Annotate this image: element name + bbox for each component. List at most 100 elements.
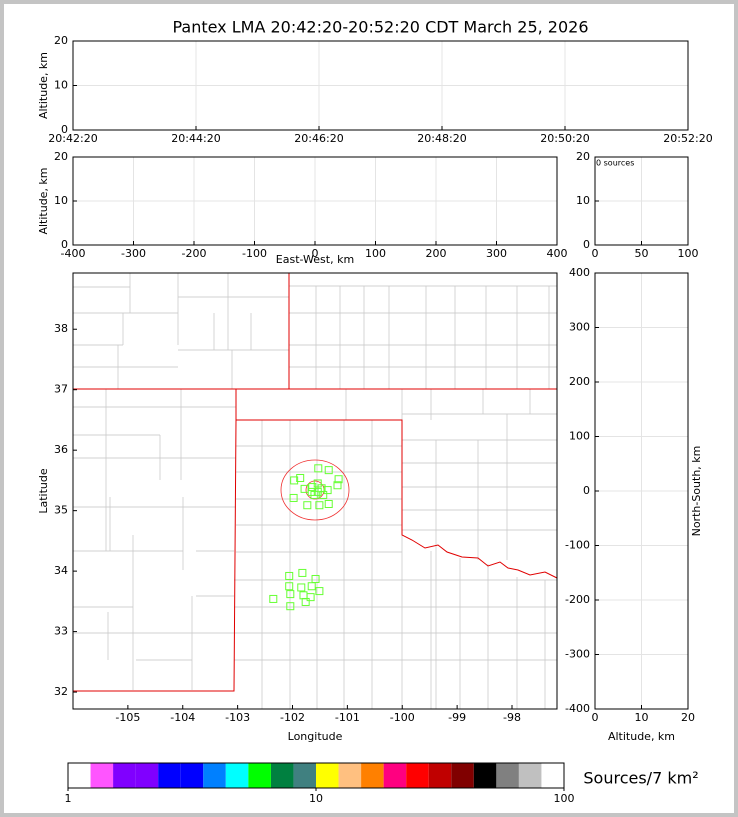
y-tick-label: -300 (565, 648, 590, 661)
y-tick-label: 20 (576, 150, 590, 163)
y-tick-label: 10 (54, 194, 68, 207)
color-box (338, 763, 362, 788)
y-tick-label: 10 (576, 194, 590, 207)
color-box (541, 763, 564, 788)
y-tick-label: 20 (54, 34, 68, 47)
source-point (301, 597, 310, 606)
x-tick-label: -101 (335, 711, 360, 724)
x-tick-label: 10 (635, 711, 649, 724)
source-point (307, 582, 316, 591)
color-box (180, 763, 204, 788)
plot-frame (72, 272, 558, 710)
source-point (296, 473, 305, 482)
y-tick-label: 0 (583, 238, 590, 251)
source-point (324, 466, 333, 475)
source-point (286, 590, 295, 599)
source-point (315, 587, 324, 596)
y-tick-label: 0 (583, 484, 590, 497)
color-box (451, 763, 474, 788)
color-box (270, 763, 294, 788)
source-point (334, 475, 343, 484)
x-tick-label: 100 (554, 792, 575, 805)
y-axis-label: North-South, km (690, 446, 703, 537)
source-point (310, 490, 319, 499)
x-tick-label: 100 (678, 247, 699, 260)
y-tick-label: 0 (61, 123, 68, 136)
y-tick-label: 32 (54, 685, 68, 698)
x-tick-label: 20:46:20 (294, 132, 343, 145)
y-axis-label: Altitude, km (37, 52, 50, 119)
x-tick-label: 200 (426, 247, 447, 260)
x-tick-label: 10 (309, 792, 323, 805)
source-point (290, 476, 299, 485)
y-tick-label: 10 (54, 79, 68, 92)
x-axis-label: Longitude (288, 730, 343, 743)
x-axis-label: Altitude, km (608, 730, 675, 743)
source-point (297, 583, 306, 592)
source-point (286, 602, 295, 611)
y-tick-label: 34 (54, 564, 68, 577)
y-tick-label: 35 (54, 504, 68, 517)
color-box (158, 763, 181, 788)
chart-title: Pantex LMA 20:42:20-20:52:20 CDT March 2… (172, 18, 588, 37)
source-point (319, 490, 328, 499)
source-point (289, 493, 298, 502)
color-box (90, 763, 114, 788)
x-tick-label: -102 (280, 711, 305, 724)
x-tick-label: -98 (503, 711, 521, 724)
color-box (406, 763, 429, 788)
source-point (308, 483, 317, 492)
y-tick-label: -400 (565, 702, 590, 715)
plot-frame (594, 156, 689, 246)
x-tick-label: -103 (225, 711, 250, 724)
x-tick-label: -400 (61, 247, 86, 260)
color-box (473, 763, 497, 788)
color-box (203, 763, 226, 788)
color-box (316, 763, 339, 788)
y-tick-label: 36 (54, 443, 68, 456)
colorbar-label: Sources/7 km² (583, 769, 698, 788)
x-tick-label: 0 (592, 247, 599, 260)
x-tick-label: 20:52:20 (663, 132, 712, 145)
y-tick-label: 400 (569, 266, 590, 279)
color-box (293, 763, 316, 788)
color-box (428, 763, 452, 788)
color-box (361, 763, 384, 788)
x-tick-label: 50 (635, 247, 649, 260)
source-point (285, 571, 294, 580)
color-box (496, 763, 519, 788)
x-tick-label: 20:50:20 (540, 132, 589, 145)
color-box (135, 763, 159, 788)
y-tick-label: 38 (54, 322, 68, 335)
x-tick-label: 100 (365, 247, 386, 260)
color-box (113, 763, 136, 788)
source-point (315, 501, 324, 510)
source-point (269, 594, 278, 603)
x-tick-label: -99 (448, 711, 466, 724)
x-axis-label: East-West, km (276, 253, 354, 266)
color-box (248, 763, 271, 788)
x-tick-label: -300 (121, 247, 146, 260)
x-tick-label: 0 (592, 711, 599, 724)
annotation: 0 sources (596, 159, 634, 168)
plot-frame (72, 156, 558, 246)
map-background (73, 273, 558, 709)
x-tick-label: 20:44:20 (171, 132, 220, 145)
source-point (298, 568, 307, 577)
y-tick-label: 200 (569, 375, 590, 388)
source-point (285, 582, 294, 591)
x-tick-label: 1 (65, 792, 72, 805)
y-axis-label: Altitude, km (37, 167, 50, 234)
y-tick-label: 0 (61, 238, 68, 251)
source-point (303, 501, 312, 510)
plot-frame (72, 40, 689, 131)
x-tick-label: -100 (390, 711, 415, 724)
source-point (333, 481, 342, 490)
color-box (68, 763, 91, 788)
source-point (314, 464, 323, 473)
x-tick-label: 20:48:20 (417, 132, 466, 145)
x-tick-label: -100 (242, 247, 267, 260)
y-tick-label: -200 (565, 593, 590, 606)
